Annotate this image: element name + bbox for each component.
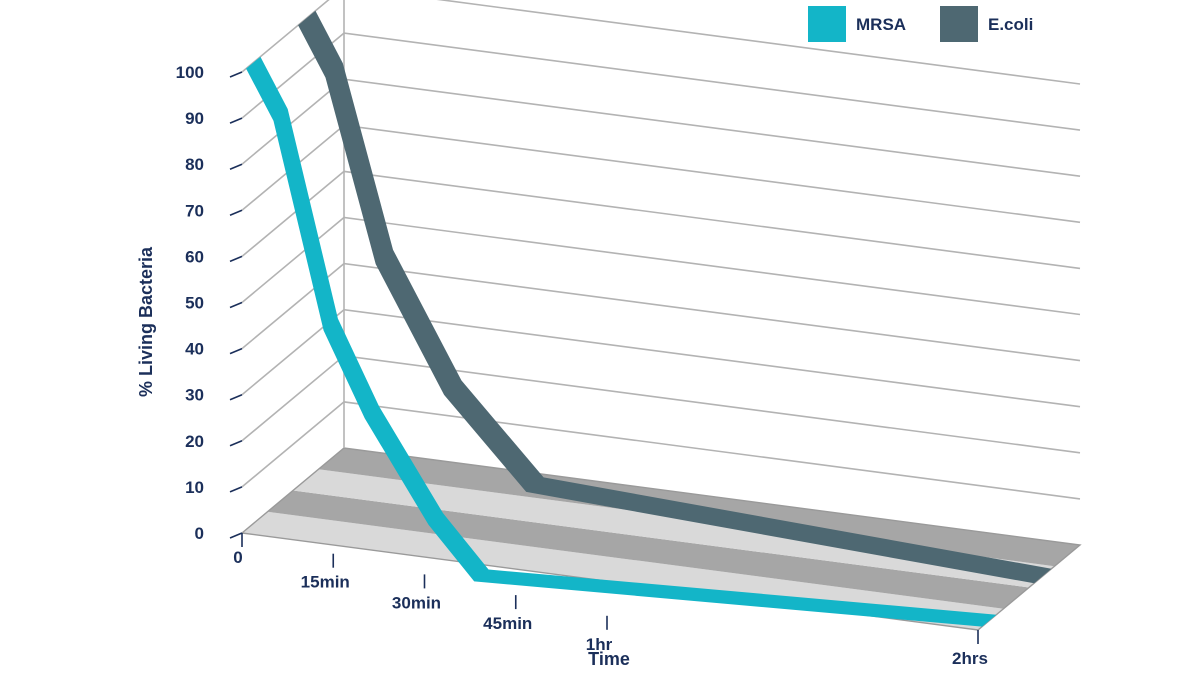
y-tick-mark [229,255,243,263]
y-tick-mark [229,163,243,170]
y-tick-label: 0 [195,524,204,543]
gridlines [241,0,1081,500]
y-tick-label: 20 [185,432,204,451]
y-tick-label: 90 [185,109,204,128]
floor-band [267,490,1029,609]
y-tick-mark [229,486,243,493]
y-tick-mark [229,117,243,124]
y-tick-mark [229,71,243,78]
series-layer [246,10,1052,627]
y-tick-label: 30 [185,386,204,405]
series-ribbon-e-coli [298,10,1052,584]
y-tick-label: 100 [176,63,204,82]
y-tick-mark [229,532,243,539]
x-axis-title: Time [588,649,630,669]
y-tick-label: 50 [185,294,204,313]
y-tick-mark [229,347,243,355]
y-tick-label: 60 [185,247,204,266]
y-tick-label: 40 [185,340,204,359]
y-tick-label: 80 [185,155,204,174]
x-tick-label: 30min [392,593,441,612]
axes: 0 10 20 30 40 50 60 70 80 90 100 0 15min 30min 45min 1h… [136,63,988,669]
x-tick-label: 45min [483,614,532,633]
y-tick-mark [229,440,243,447]
y-tick-mark [229,393,243,401]
legend: MRSA E.coli [808,6,1033,42]
x-tick-label: 2hrs [952,649,988,668]
legend-swatch [940,6,978,42]
x-tick-label: 15min [301,573,350,592]
legend-swatch [808,6,846,42]
legend-label: E.coli [988,15,1033,34]
floor-band [293,469,1055,588]
y-tick-label: 70 [185,201,204,220]
chart-floor [240,447,1082,631]
y-tick-mark [229,301,243,309]
gridline [241,0,1081,85]
y-tick-label: 10 [185,478,204,497]
x-tick-label: 1hr [586,635,613,654]
legend-label: MRSA [856,15,906,34]
y-tick-mark [229,209,243,217]
y-axis-title: % Living Bacteria [136,246,156,397]
x-tick-label: 0 [233,548,242,567]
